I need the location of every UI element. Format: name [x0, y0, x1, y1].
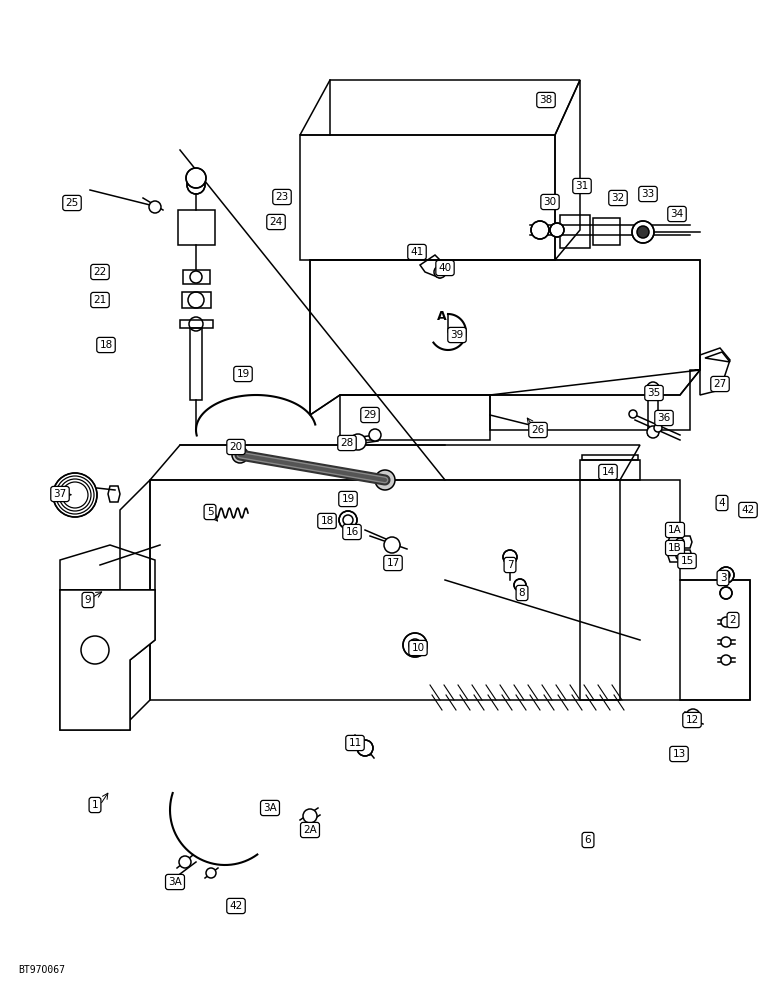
- Text: 2A: 2A: [303, 825, 317, 835]
- Circle shape: [186, 168, 206, 188]
- Text: 37: 37: [53, 489, 66, 499]
- Text: 40: 40: [438, 263, 452, 273]
- Text: BT97O067: BT97O067: [18, 965, 65, 975]
- Text: 5: 5: [207, 507, 213, 517]
- Text: A: A: [437, 310, 447, 323]
- Text: 19: 19: [236, 369, 249, 379]
- Circle shape: [647, 426, 659, 438]
- Circle shape: [629, 410, 637, 418]
- Circle shape: [375, 470, 395, 490]
- Circle shape: [647, 382, 659, 394]
- Circle shape: [637, 226, 649, 238]
- Polygon shape: [60, 590, 155, 730]
- Text: 26: 26: [531, 425, 544, 435]
- Text: 3A: 3A: [263, 803, 277, 813]
- Circle shape: [187, 176, 205, 194]
- Circle shape: [632, 221, 654, 243]
- Text: 18: 18: [100, 340, 113, 350]
- Text: 28: 28: [340, 438, 354, 448]
- Text: 17: 17: [386, 558, 400, 568]
- Circle shape: [179, 856, 191, 868]
- Circle shape: [722, 571, 730, 579]
- Text: 41: 41: [411, 247, 424, 257]
- Circle shape: [369, 429, 381, 441]
- Circle shape: [403, 633, 427, 657]
- Text: 8: 8: [519, 588, 525, 598]
- Text: 14: 14: [601, 467, 615, 477]
- Text: 25: 25: [66, 198, 79, 208]
- Circle shape: [149, 201, 161, 213]
- Text: 10: 10: [411, 643, 425, 653]
- Circle shape: [676, 538, 684, 546]
- Circle shape: [721, 655, 731, 665]
- Text: 11: 11: [348, 738, 361, 748]
- Text: 32: 32: [611, 193, 625, 203]
- Circle shape: [434, 266, 446, 278]
- Text: 36: 36: [658, 413, 671, 423]
- Text: 3A: 3A: [168, 877, 182, 887]
- Text: 19: 19: [341, 494, 354, 504]
- Text: 34: 34: [670, 209, 684, 219]
- Text: 38: 38: [540, 95, 553, 105]
- Circle shape: [721, 617, 731, 627]
- Text: 4: 4: [719, 498, 726, 508]
- Text: 3: 3: [720, 573, 726, 583]
- Text: 29: 29: [364, 410, 377, 420]
- Text: 35: 35: [648, 388, 661, 398]
- Circle shape: [357, 740, 373, 756]
- Text: 13: 13: [672, 749, 686, 759]
- Circle shape: [339, 511, 357, 529]
- Text: 22: 22: [93, 267, 107, 277]
- Text: 42: 42: [229, 901, 242, 911]
- Circle shape: [550, 223, 564, 237]
- Circle shape: [718, 567, 734, 583]
- Text: 27: 27: [713, 379, 726, 389]
- Circle shape: [81, 636, 109, 664]
- Text: 23: 23: [276, 192, 289, 202]
- Text: 15: 15: [680, 556, 693, 566]
- Text: 18: 18: [320, 516, 334, 526]
- Text: 21: 21: [93, 295, 107, 305]
- Text: 24: 24: [269, 217, 283, 227]
- Circle shape: [503, 550, 517, 564]
- Circle shape: [686, 709, 700, 723]
- Text: 1A: 1A: [668, 525, 682, 535]
- Text: 7: 7: [506, 560, 513, 570]
- Text: 33: 33: [642, 189, 655, 199]
- Circle shape: [206, 868, 216, 878]
- Circle shape: [720, 587, 732, 599]
- Text: 6: 6: [584, 835, 591, 845]
- Circle shape: [384, 537, 400, 553]
- Text: 42: 42: [741, 505, 754, 515]
- Circle shape: [303, 809, 317, 823]
- Text: 9: 9: [85, 595, 91, 605]
- Text: 39: 39: [450, 330, 464, 340]
- Text: 1: 1: [92, 800, 98, 810]
- Polygon shape: [310, 260, 700, 415]
- Circle shape: [350, 434, 366, 450]
- Circle shape: [676, 552, 684, 560]
- Circle shape: [721, 637, 731, 647]
- Text: 1B: 1B: [668, 543, 682, 553]
- Circle shape: [531, 221, 549, 239]
- Text: 2: 2: [730, 615, 736, 625]
- Text: 16: 16: [345, 527, 359, 537]
- Text: 31: 31: [575, 181, 588, 191]
- Circle shape: [232, 447, 248, 463]
- Text: 20: 20: [229, 442, 242, 452]
- Circle shape: [654, 424, 662, 432]
- Circle shape: [514, 579, 526, 591]
- Text: 30: 30: [543, 197, 557, 207]
- Text: 12: 12: [686, 715, 699, 725]
